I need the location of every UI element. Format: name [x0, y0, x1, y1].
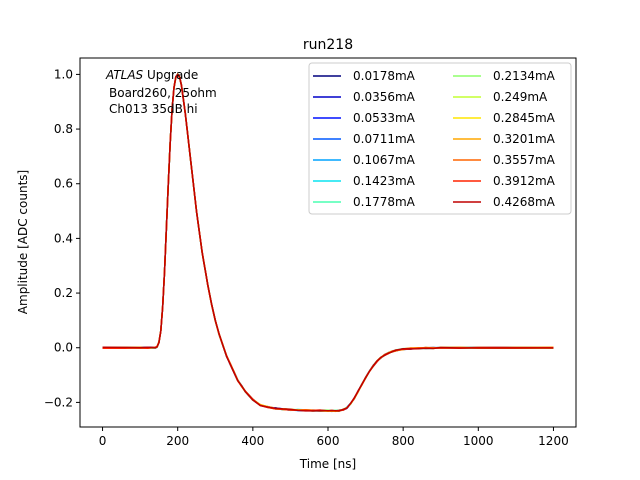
annotation-atlas: ATLAS [105, 68, 144, 82]
x-axis-label: Time [ns] [299, 457, 356, 471]
x-tick-label-1000: 1000 [463, 434, 494, 448]
x-tick-label-200: 200 [166, 434, 189, 448]
legend-label-0.249mA: 0.249mA [493, 90, 548, 104]
legend-label-0.0711mA: 0.0711mA [353, 132, 416, 146]
annotation-upgrade: Upgrade [143, 68, 198, 82]
legend-label-0.3912mA: 0.3912mA [493, 174, 556, 188]
x-tick-label-1200: 1200 [538, 434, 569, 448]
series-layer [102, 73, 554, 413]
legend-label-0.4268mA: 0.4268mA [493, 195, 556, 209]
legend-label-0.0356mA: 0.0356mA [353, 90, 416, 104]
y-tick-label-5: 0.8 [54, 122, 73, 136]
legend-frame [308, 62, 572, 215]
annotation-line-3: Ch013 35dB hi [109, 102, 198, 116]
legend-label-0.1423mA: 0.1423mA [353, 174, 416, 188]
x-tick-label-800: 800 [392, 434, 415, 448]
annotation-line-1: ATLAS Upgrade [105, 68, 198, 82]
series-line-0.4268mA [102, 73, 554, 412]
legend-label-0.1778mA: 0.1778mA [353, 195, 416, 209]
x-tick-label-0: 0 [99, 434, 107, 448]
y-tick-label-6: 1.0 [54, 67, 73, 81]
legend-label-0.3201mA: 0.3201mA [493, 132, 556, 146]
legend-label-0.2845mA: 0.2845mA [493, 111, 556, 125]
x-axis: 0 200 400 600 800 1000 1200 [99, 427, 569, 448]
y-tick-label-1: 0.0 [54, 341, 73, 355]
legend-label-0.2134mA: 0.2134mA [493, 69, 556, 83]
legend-label-0.0533mA: 0.0533mA [353, 111, 416, 125]
annotation-line-2: Board260, 25ohm [109, 86, 217, 100]
chart-title: run218 [303, 37, 353, 53]
legend: 0.0178mA 0.0356mA 0.0533mA 0.0711mA 0.1067mA… [308, 62, 572, 215]
y-axis-label: Amplitude [ADC counts] [16, 170, 30, 314]
annotation-block: ATLAS Upgrade Board260, 25ohm Ch013 35dB… [105, 68, 217, 116]
legend-entries: 0.0178mA 0.0356mA 0.0533mA 0.0711mA 0.1067mA… [313, 69, 556, 209]
y-axis: −0.2 0.0 0.2 0.4 0.6 0.8 1.0 [44, 67, 80, 409]
x-tick-label-400: 400 [241, 434, 264, 448]
x-tick-label-600: 600 [317, 434, 340, 448]
y-tick-label-0: −0.2 [44, 395, 73, 409]
legend-label-0.1067mA: 0.1067mA [353, 153, 416, 167]
y-tick-label-2: 0.2 [54, 286, 73, 300]
legend-label-0.3557mA: 0.3557mA [493, 153, 556, 167]
y-tick-label-3: 0.4 [54, 231, 73, 245]
legend-label-0.0178mA: 0.0178mA [353, 69, 416, 83]
y-tick-label-4: 0.6 [54, 177, 73, 191]
